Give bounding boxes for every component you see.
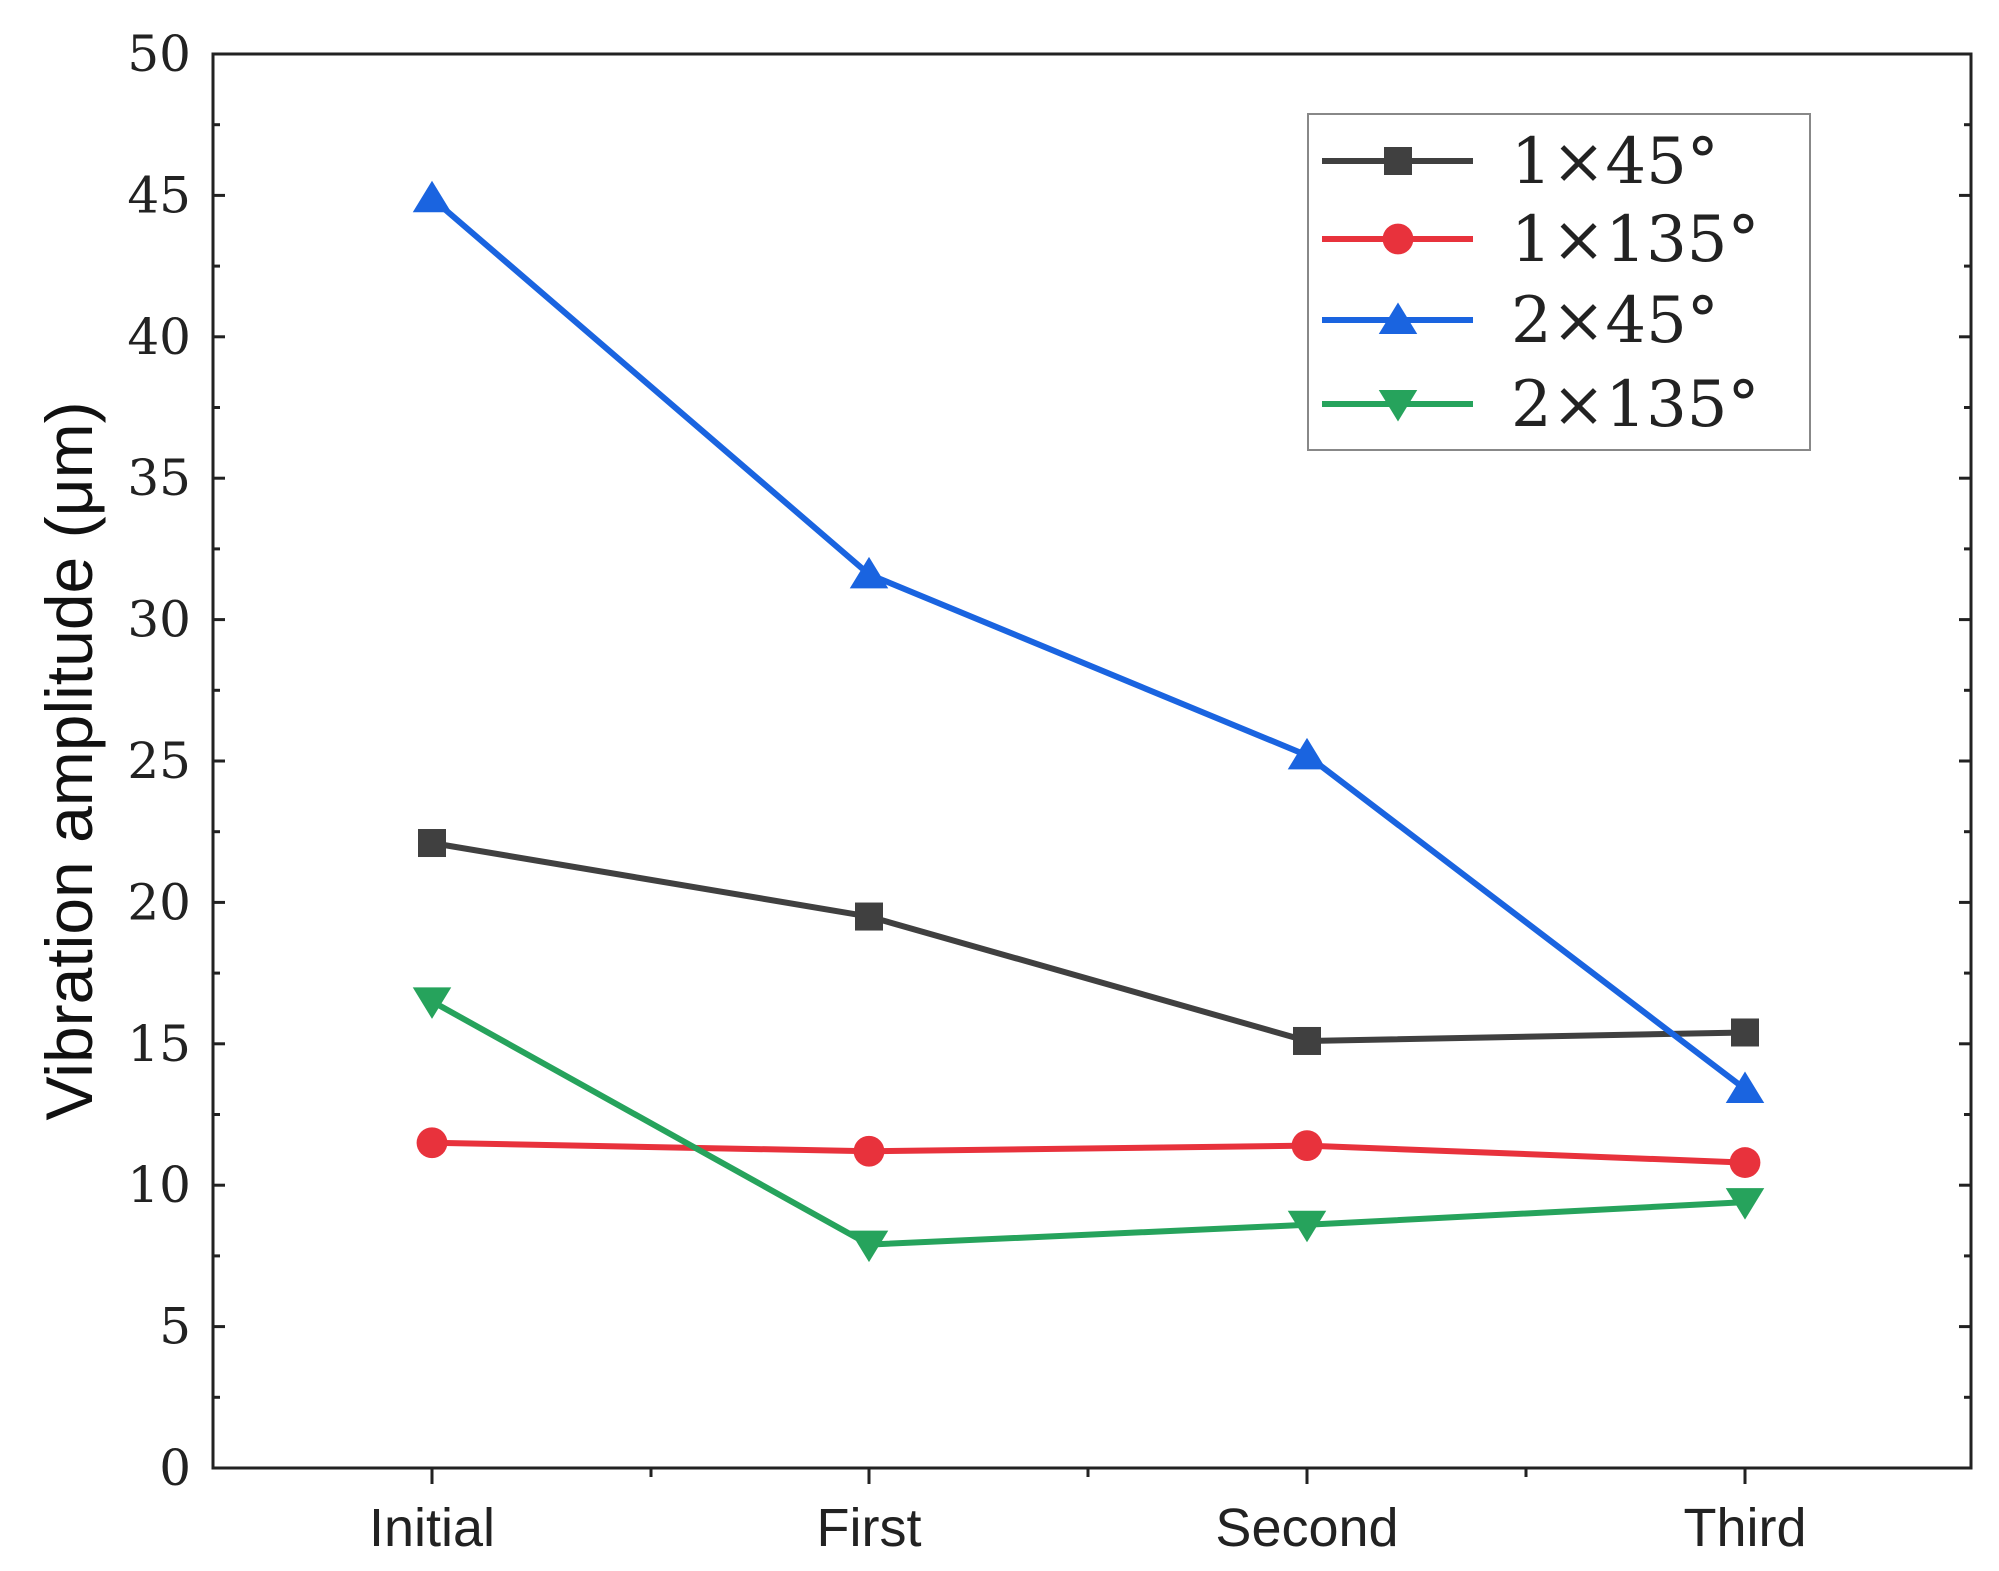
- y-tick-label: 35: [127, 449, 191, 507]
- legend-label: 1×45°: [1511, 125, 1719, 199]
- y-tick-label: 0: [159, 1439, 191, 1497]
- series-line: [430, 195, 1747, 1092]
- y-tick-label: 40: [127, 308, 191, 366]
- series-1: [416, 1127, 1761, 1178]
- data-point: [1729, 1147, 1761, 1178]
- series-line: [430, 998, 1746, 1248]
- x-category-label: Initial: [369, 1498, 495, 1558]
- data-point: [418, 829, 446, 858]
- y-tick-label: 30: [127, 591, 191, 649]
- legend-swatch-marker: [1378, 390, 1418, 422]
- data-point: [849, 556, 889, 589]
- data-point: [1725, 1071, 1765, 1104]
- y-tick-label: 25: [127, 732, 191, 790]
- x-category-label: Third: [1683, 1498, 1806, 1558]
- series-3: [412, 987, 1765, 1263]
- data-point: [1287, 1210, 1327, 1243]
- data-point: [416, 1127, 448, 1159]
- data-point: [1293, 1026, 1321, 1055]
- y-tick-label: 5: [159, 1298, 191, 1356]
- y-axis-title: Vibration amplitude (μm): [32, 401, 106, 1120]
- series-line: [431, 840, 1746, 1044]
- y-tick-label: 20: [127, 873, 191, 931]
- data-point: [412, 987, 452, 1019]
- y-tick-label: 45: [127, 166, 191, 224]
- data-point: [1287, 737, 1327, 770]
- series-2: [412, 180, 1765, 1104]
- series-layer: [412, 180, 1765, 1263]
- legend-label: 2×135°: [1511, 368, 1760, 442]
- series-0: [418, 829, 1759, 1055]
- data-point: [412, 180, 452, 213]
- y-tick-label: 15: [127, 1015, 191, 1073]
- legend-swatch-marker: [1378, 302, 1418, 334]
- x-category-label: First: [817, 1498, 922, 1558]
- legend-swatch-marker: [1384, 147, 1412, 175]
- legend-label: 1×135°: [1511, 203, 1760, 277]
- data-point: [1731, 1018, 1759, 1047]
- data-point: [1291, 1130, 1323, 1162]
- legend-swatch-marker: [1382, 223, 1414, 255]
- y-tick-label: 10: [127, 1156, 191, 1214]
- data-point: [1725, 1188, 1765, 1220]
- data-point: [855, 902, 883, 931]
- legend: 1×45°1×135°2×45° 2×135°: [1307, 113, 1811, 451]
- x-category-label: Second: [1215, 1498, 1398, 1558]
- legend-label: 2×45°: [1511, 284, 1719, 358]
- data-point: [853, 1135, 885, 1167]
- y-tick-label: 50: [127, 25, 191, 83]
- data-point: [849, 1230, 889, 1263]
- axes: 0 5 10 15 20 25 30 35 40 45 50 Initial First Second Th…: [127, 25, 1973, 1558]
- series-line: [431, 1139, 1746, 1166]
